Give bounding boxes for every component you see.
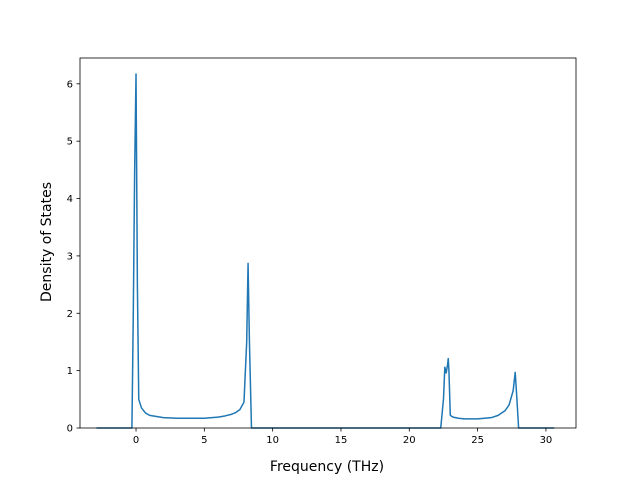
plot-area bbox=[79, 57, 577, 429]
y-axis-ticks: 0 1 2 3 4 5 6 bbox=[67, 79, 80, 435]
y-axis-label: Density of States bbox=[39, 182, 55, 302]
x-tick-label: 0 bbox=[133, 435, 139, 446]
x-tick-label: 25 bbox=[471, 435, 484, 446]
x-tick-label: 5 bbox=[201, 435, 207, 446]
y-tick-label: 4 bbox=[67, 194, 73, 205]
x-axis-ticks: 0 5 10 15 20 25 30 bbox=[133, 428, 552, 446]
y-tick-label: 1 bbox=[67, 366, 73, 377]
x-tick-label: 20 bbox=[403, 435, 416, 446]
y-tick-label: 2 bbox=[67, 309, 73, 320]
axes-frame bbox=[79, 57, 577, 429]
x-axis-label: Frequency (THz) bbox=[270, 459, 384, 475]
y-tick-label: 5 bbox=[67, 137, 73, 148]
x-tick-label: 15 bbox=[335, 435, 348, 446]
x-tick-label: 10 bbox=[266, 435, 279, 446]
y-tick-label: 6 bbox=[67, 79, 73, 90]
y-tick-label: 3 bbox=[67, 251, 73, 262]
x-tick-label: 30 bbox=[540, 435, 553, 446]
y-tick-label: 0 bbox=[67, 424, 73, 435]
series-line-0 bbox=[96, 73, 555, 429]
